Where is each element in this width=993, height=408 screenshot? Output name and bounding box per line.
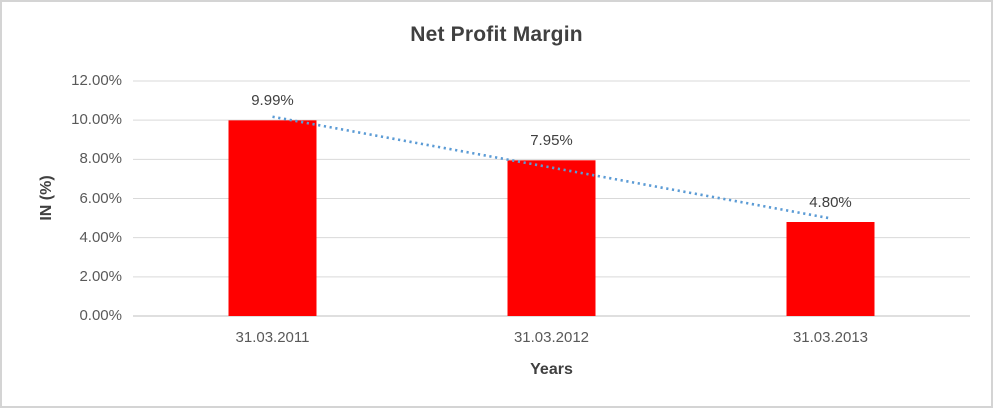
y-tick-label: 4.00% (79, 228, 122, 246)
x-tick-label: 31.03.2012 (513, 329, 590, 346)
y-tick-label: 10.00% (71, 111, 122, 129)
bar (507, 160, 596, 316)
bar-data-label: 7.95% (530, 132, 573, 150)
chart-title: Net Profit Margin (410, 23, 583, 46)
bar-data-label: 4.80% (809, 194, 852, 211)
bar (786, 222, 875, 316)
y-tick-label: 2.00% (79, 267, 122, 285)
y-tick-label: 0.00% (79, 307, 122, 324)
x-axis-title: Years (530, 361, 573, 378)
y-tick-label: 12.00% (71, 72, 122, 89)
y-axis-title: IN (%) (38, 174, 55, 221)
bar (228, 120, 317, 316)
y-tick-label: 8.00% (79, 150, 122, 168)
x-tick-label: 31.03.2013 (792, 329, 869, 346)
trendline (272, 115, 831, 220)
y-tick-label: 6.00% (79, 189, 122, 207)
bar-data-label: 9.99% (251, 92, 294, 110)
x-tick-label: 31.03.2011 (235, 329, 310, 346)
